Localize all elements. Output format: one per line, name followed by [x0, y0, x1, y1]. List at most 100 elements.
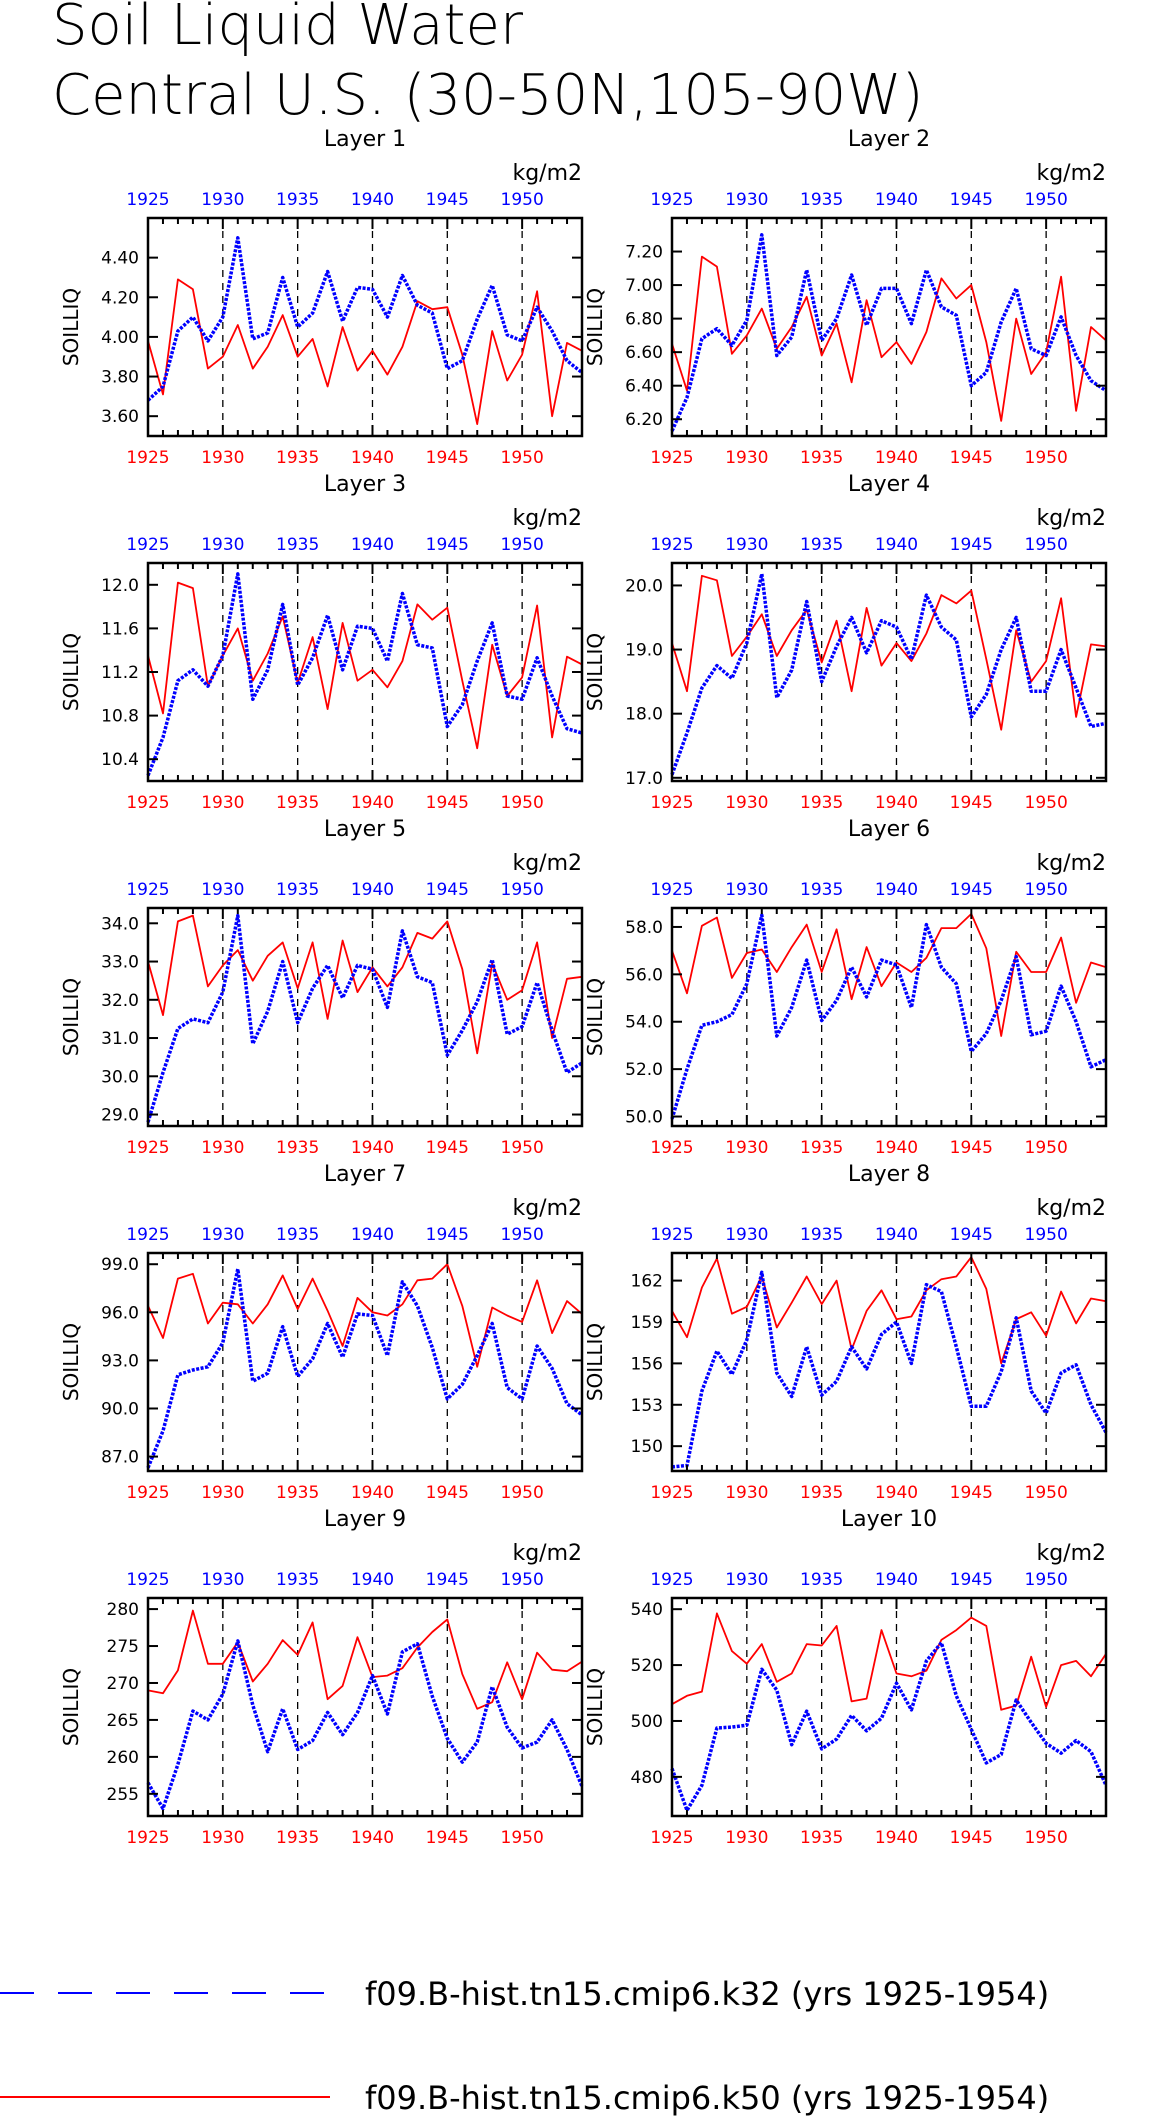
y-tick-label: 4.20	[101, 288, 139, 308]
x-tick-label-top: 1930	[725, 880, 768, 900]
x-tick-label-bottom: 1945	[950, 1483, 993, 1503]
x-tick-label-top: 1945	[950, 1570, 993, 1590]
y-tick-label: 520	[631, 1656, 663, 1676]
x-tick-label-bottom: 1950	[1025, 1483, 1068, 1503]
y-tick-label: 275	[107, 1637, 139, 1657]
x-tick-label-top: 1945	[426, 880, 469, 900]
plot-frame	[146, 216, 584, 438]
y-tick-label: 7.20	[625, 243, 663, 263]
chart-panel-layer-10: Layer 10 kg/m2 SOILLIQ 480 500 520 540 1925 1930…	[583, 1507, 1108, 1848]
y-tick-label: 3.80	[101, 368, 139, 388]
plot-frame	[670, 906, 1108, 1128]
x-tick-label-top: 1950	[1025, 1570, 1068, 1590]
x-tick-label-bottom: 1925	[650, 1483, 693, 1503]
y-tick-label: 58.0	[625, 918, 663, 938]
x-tick-label-top: 1950	[1025, 1225, 1068, 1245]
x-tick-label-top: 1945	[426, 1570, 469, 1590]
x-tick-label-bottom: 1930	[725, 1483, 768, 1503]
x-tick-label-top: 1940	[875, 535, 918, 555]
series-k32-line	[670, 572, 1107, 776]
y-tick-label: 540	[631, 1600, 663, 1620]
y-tick-label: 6.40	[625, 377, 663, 397]
x-tick-label-bottom: 1925	[650, 448, 693, 468]
plot-frame	[146, 906, 584, 1128]
y-tick-label: 3.60	[101, 407, 139, 427]
units-label: kg/m2	[1036, 1196, 1106, 1221]
panel-title: Layer 5	[324, 817, 406, 842]
units-label: kg/m2	[512, 1196, 582, 1221]
x-tick-label-top: 1925	[650, 535, 693, 555]
x-tick-label-top: 1925	[126, 1225, 169, 1245]
x-tick-label-top: 1925	[126, 1570, 169, 1590]
x-tick-label-top: 1935	[276, 1570, 319, 1590]
x-tick-label-top: 1935	[276, 1225, 319, 1245]
x-tick-label-bottom: 1950	[501, 1828, 544, 1848]
y-tick-label: 93.0	[101, 1351, 139, 1371]
units-label: kg/m2	[512, 506, 582, 531]
x-tick-label-top: 1930	[201, 1570, 244, 1590]
chart-panel-layer-8: Layer 8 kg/m2 SOILLIQ 150 153 156 159 162 1925 19…	[583, 1162, 1108, 1503]
y-tick-label: 29.0	[101, 1106, 139, 1126]
y-tick-label: 255	[107, 1785, 139, 1805]
series-k50-line	[147, 1263, 583, 1368]
x-tick-label-bottom: 1945	[950, 1828, 993, 1848]
y-tick-label: 6.80	[625, 310, 663, 330]
chart-panel-layer-4: Layer 4 kg/m2 SOILLIQ 17.0 18.0 19.0 20.0 1925 1…	[583, 472, 1108, 813]
series-k32-line	[670, 913, 1107, 1120]
x-tick-label-bottom: 1935	[800, 1138, 843, 1158]
x-tick-label-top: 1930	[201, 535, 244, 555]
panel-title: Layer 10	[841, 1507, 937, 1532]
x-tick-label-top: 1950	[1025, 190, 1068, 210]
y-axis-label: SOILLIQ	[583, 1323, 607, 1401]
series-k32-line	[146, 1267, 584, 1469]
units-label: kg/m2	[512, 161, 582, 186]
y-tick-label: 156	[631, 1354, 663, 1374]
x-tick-label-top: 1935	[800, 190, 843, 210]
x-tick-label-top: 1935	[800, 1570, 843, 1590]
x-tick-label-bottom: 1945	[950, 448, 993, 468]
series-k32-line	[146, 913, 583, 1123]
x-tick-label-bottom: 1945	[426, 793, 469, 813]
y-tick-label: 34.0	[101, 914, 139, 934]
y-axis-label: SOILLIQ	[59, 288, 83, 366]
x-tick-label-top: 1940	[351, 880, 394, 900]
x-tick-label-top: 1935	[800, 535, 843, 555]
series-k32-line	[670, 1640, 1108, 1813]
x-tick-label-bottom: 1930	[725, 1138, 768, 1158]
legend: f09.B-hist.tn15.cmip6.k32 (yrs 1925-1954…	[0, 1975, 1049, 2117]
x-tick-label-bottom: 1925	[650, 793, 693, 813]
panel-title: Layer 7	[324, 1162, 406, 1187]
x-tick-label-top: 1940	[351, 1570, 394, 1590]
x-tick-label-top: 1950	[501, 535, 544, 555]
y-tick-label: 11.6	[101, 619, 139, 639]
x-tick-label-top: 1935	[800, 880, 843, 900]
x-tick-label-top: 1940	[351, 190, 394, 210]
x-tick-label-top: 1940	[875, 880, 918, 900]
x-tick-label-top: 1950	[501, 1225, 544, 1245]
series-k50-line	[147, 278, 583, 426]
x-tick-label-bottom: 1940	[351, 1483, 394, 1503]
x-tick-label-bottom: 1940	[875, 1138, 918, 1158]
x-tick-label-top: 1925	[126, 190, 169, 210]
units-label: kg/m2	[512, 1541, 582, 1566]
y-axis-label: SOILLIQ	[583, 288, 607, 366]
x-tick-label-top: 1935	[800, 1225, 843, 1245]
x-tick-label-top: 1950	[501, 1570, 544, 1590]
y-tick-label: 6.60	[625, 343, 663, 363]
x-tick-label-bottom: 1935	[800, 1828, 843, 1848]
y-tick-label: 31.0	[101, 1029, 139, 1049]
x-tick-label-bottom: 1930	[725, 793, 768, 813]
x-tick-label-bottom: 1925	[650, 1828, 693, 1848]
x-tick-label-top: 1930	[725, 190, 768, 210]
x-tick-label-bottom: 1930	[725, 448, 768, 468]
x-tick-label-bottom: 1950	[501, 793, 544, 813]
y-axis-label: SOILLIQ	[583, 633, 607, 711]
x-tick-label-bottom: 1935	[800, 448, 843, 468]
x-tick-label-top: 1940	[875, 190, 918, 210]
x-tick-label-bottom: 1945	[426, 448, 469, 468]
y-tick-label: 270	[107, 1674, 139, 1694]
x-tick-label-top: 1940	[875, 1570, 918, 1590]
y-tick-label: 99.0	[101, 1255, 139, 1275]
series-k32-line	[670, 233, 1107, 432]
y-tick-label: 19.0	[625, 641, 663, 661]
